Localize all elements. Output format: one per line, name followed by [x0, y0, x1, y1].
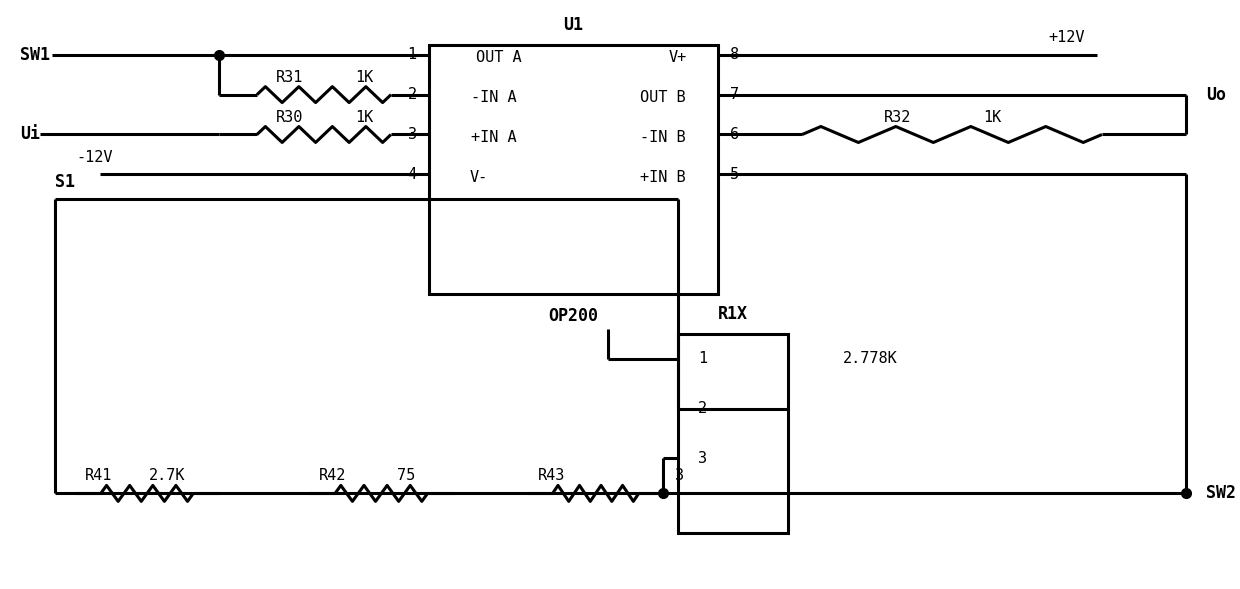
Text: 3: 3 [698, 451, 707, 466]
Text: R32: R32 [884, 110, 911, 125]
Text: 2.7K: 2.7K [149, 468, 185, 483]
Text: Uo: Uo [1207, 85, 1226, 104]
Text: R1X: R1X [718, 305, 748, 323]
Text: +IN A: +IN A [471, 130, 516, 145]
Text: 1K: 1K [355, 110, 373, 125]
Text: 1K: 1K [355, 70, 373, 85]
Text: R31: R31 [275, 70, 303, 85]
Text: R30: R30 [275, 110, 303, 125]
Text: 3: 3 [408, 127, 417, 142]
Text: +IN B: +IN B [640, 170, 686, 185]
Bar [678, 334, 787, 533]
Text: -IN A: -IN A [471, 90, 516, 105]
Text: R43: R43 [538, 468, 565, 483]
Text: 2: 2 [698, 401, 707, 416]
Text: +12V: +12V [1049, 30, 1085, 45]
Text: 2: 2 [408, 87, 417, 102]
Text: OUT B: OUT B [640, 90, 686, 105]
Text: 4: 4 [408, 167, 417, 182]
Text: U1: U1 [563, 16, 583, 34]
Text: 5: 5 [730, 167, 739, 182]
Text: 1: 1 [408, 47, 417, 62]
Text: 8: 8 [730, 47, 739, 62]
Text: 1K: 1K [983, 110, 1001, 125]
Text: V-: V- [470, 170, 487, 185]
Text: S1: S1 [55, 173, 74, 191]
Text: SW2: SW2 [1207, 484, 1236, 502]
Text: R42: R42 [319, 468, 346, 483]
Text: 75: 75 [397, 468, 415, 483]
Text: -12V: -12V [77, 150, 113, 165]
Text: 7: 7 [730, 87, 739, 102]
Text: OUT A: OUT A [476, 50, 521, 65]
Text: SW1: SW1 [20, 46, 50, 64]
Text: 3: 3 [675, 468, 684, 483]
Text: 6: 6 [730, 127, 739, 142]
Text: V+: V+ [668, 50, 687, 65]
Text: 2.778K: 2.778K [842, 351, 898, 366]
Text: OP200: OP200 [548, 307, 598, 325]
Text: Ui: Ui [20, 125, 40, 144]
Bar [429, 45, 718, 294]
Text: -IN B: -IN B [640, 130, 686, 145]
Text: R41: R41 [84, 468, 112, 483]
Text: 1: 1 [698, 351, 707, 366]
